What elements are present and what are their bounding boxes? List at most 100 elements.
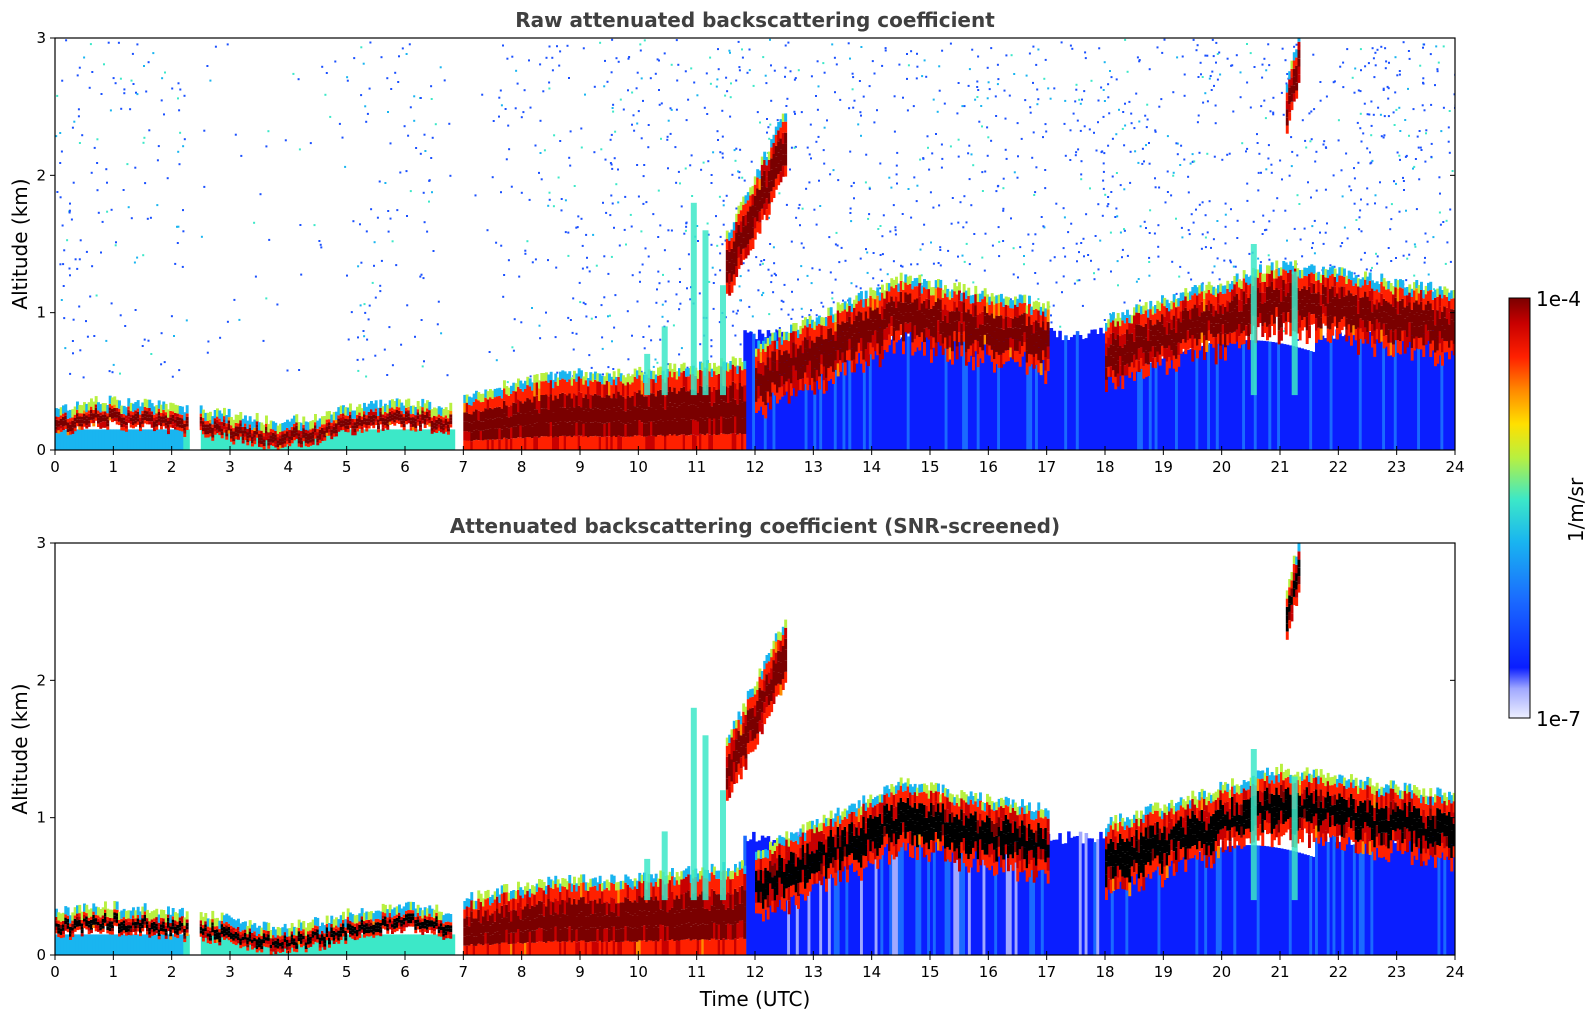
layer-cell bbox=[728, 262, 732, 274]
layer-cell bbox=[878, 327, 882, 341]
layer-edge bbox=[531, 382, 534, 391]
layer-cell bbox=[813, 342, 817, 356]
noise-pixel bbox=[655, 301, 658, 304]
noise-pixel bbox=[667, 119, 670, 122]
layer-cell bbox=[216, 426, 219, 430]
layer-cell bbox=[311, 431, 315, 435]
layer-cell bbox=[386, 413, 390, 417]
layer-cell bbox=[542, 436, 546, 450]
layer-edge bbox=[605, 372, 609, 381]
noise-pixel bbox=[967, 84, 970, 87]
noise-pixel bbox=[1230, 208, 1232, 211]
noise-pixel bbox=[770, 64, 772, 67]
layer-cell bbox=[605, 380, 609, 395]
layer-cell bbox=[535, 395, 539, 410]
noise-pixel bbox=[144, 182, 147, 185]
layer-cell bbox=[962, 321, 966, 332]
layer-cell bbox=[503, 400, 506, 414]
noise-pixel bbox=[815, 95, 817, 97]
layer-cell bbox=[951, 311, 954, 325]
noise-pixel bbox=[684, 167, 687, 170]
layer-cell bbox=[624, 424, 628, 438]
layer-cell bbox=[419, 424, 422, 428]
layer-cell bbox=[774, 145, 778, 157]
layer-edge bbox=[737, 205, 741, 214]
noise-pixel bbox=[1379, 181, 1381, 184]
layer-cell bbox=[66, 422, 70, 426]
layer-edge bbox=[178, 406, 182, 415]
noise-pixel bbox=[226, 43, 229, 46]
layer-cell bbox=[533, 409, 537, 424]
layer-cell bbox=[269, 432, 273, 436]
layer-cell bbox=[997, 354, 1001, 368]
layer-cell bbox=[314, 425, 317, 429]
layer-cell bbox=[911, 289, 915, 303]
layer-cell bbox=[591, 381, 595, 396]
noise-pixel bbox=[1285, 82, 1288, 85]
layer-cell bbox=[167, 427, 170, 431]
layer-cell bbox=[143, 413, 147, 417]
surface-column bbox=[1338, 332, 1342, 450]
surface-column bbox=[1245, 340, 1249, 450]
noise-pixel bbox=[379, 284, 382, 287]
layer-cell bbox=[538, 400, 541, 414]
noise-pixel bbox=[183, 138, 186, 141]
noise-pixel bbox=[735, 312, 738, 315]
layer-cell bbox=[377, 419, 380, 423]
layer-cell bbox=[554, 395, 558, 410]
noise-pixel bbox=[691, 195, 694, 197]
layer-cell bbox=[976, 315, 980, 328]
noise-pixel bbox=[1102, 115, 1105, 118]
noise-pixel bbox=[1189, 162, 1192, 165]
layer-edge bbox=[682, 362, 686, 371]
noise-pixel bbox=[850, 220, 853, 223]
layer-cell bbox=[365, 428, 369, 432]
noise-pixel bbox=[1200, 247, 1203, 250]
layer-cell bbox=[108, 417, 112, 421]
surface-column bbox=[127, 429, 132, 450]
layer-cell bbox=[449, 414, 453, 418]
noise-pixel bbox=[977, 89, 980, 91]
noise-pixel bbox=[77, 115, 80, 118]
noise-pixel bbox=[1425, 129, 1428, 132]
layer-cell bbox=[986, 302, 989, 313]
surface-column bbox=[367, 429, 371, 450]
surface-column bbox=[349, 429, 354, 450]
surface-column bbox=[892, 329, 896, 450]
noise-pixel bbox=[78, 142, 81, 144]
layer-cell bbox=[297, 430, 301, 434]
surface-column bbox=[918, 331, 922, 450]
layer-cell bbox=[120, 423, 124, 428]
layer-cell bbox=[855, 339, 859, 352]
layer-cell bbox=[657, 390, 660, 406]
layer-cell bbox=[857, 342, 861, 354]
layer-cell bbox=[848, 338, 852, 350]
layer-edge bbox=[758, 170, 762, 179]
layer-cell bbox=[876, 295, 880, 308]
noise-pixel bbox=[666, 320, 669, 323]
noise-pixel bbox=[1293, 45, 1296, 48]
surface-column bbox=[1259, 340, 1264, 450]
layer-cell bbox=[728, 284, 732, 296]
layer-cell bbox=[591, 409, 595, 423]
layer-edge bbox=[402, 405, 406, 414]
noise-pixel bbox=[1024, 99, 1027, 102]
noise-pixel bbox=[907, 64, 910, 67]
layer-edge bbox=[741, 362, 744, 371]
surface-column bbox=[402, 429, 406, 450]
layer-cell bbox=[73, 418, 77, 422]
layer-cell bbox=[631, 423, 635, 437]
layer-cell bbox=[363, 411, 366, 415]
layer-cell bbox=[850, 324, 854, 337]
noise-pixel bbox=[1044, 123, 1047, 126]
layer-cell bbox=[388, 411, 392, 416]
noise-pixel bbox=[949, 145, 952, 148]
layer-cell bbox=[134, 423, 138, 427]
layer-cell bbox=[470, 423, 474, 433]
layer-cell bbox=[944, 315, 947, 327]
layer-cell bbox=[580, 435, 583, 450]
layer-cell bbox=[57, 417, 61, 421]
layer-cell bbox=[735, 255, 739, 266]
noise-pixel bbox=[1430, 103, 1433, 106]
noise-pixel bbox=[1075, 151, 1078, 154]
